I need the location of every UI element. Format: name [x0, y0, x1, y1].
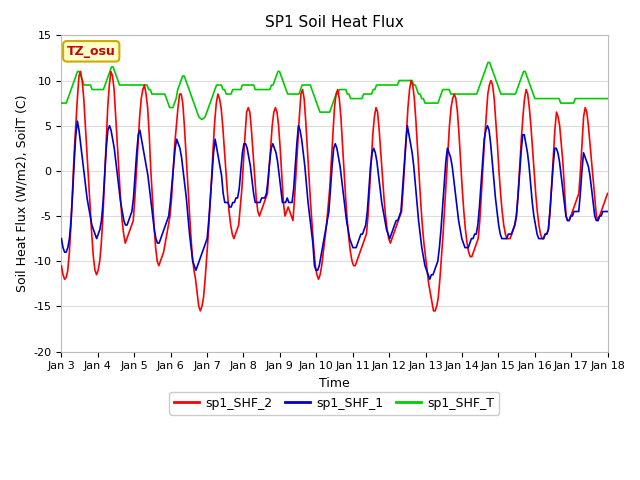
Text: TZ_osu: TZ_osu [67, 45, 116, 58]
X-axis label: Time: Time [319, 377, 350, 390]
Title: SP1 Soil Heat Flux: SP1 Soil Heat Flux [265, 15, 404, 30]
Y-axis label: Soil Heat Flux (W/m2), SoilT (C): Soil Heat Flux (W/m2), SoilT (C) [15, 95, 28, 292]
Legend: sp1_SHF_2, sp1_SHF_1, sp1_SHF_T: sp1_SHF_2, sp1_SHF_1, sp1_SHF_T [170, 392, 499, 415]
